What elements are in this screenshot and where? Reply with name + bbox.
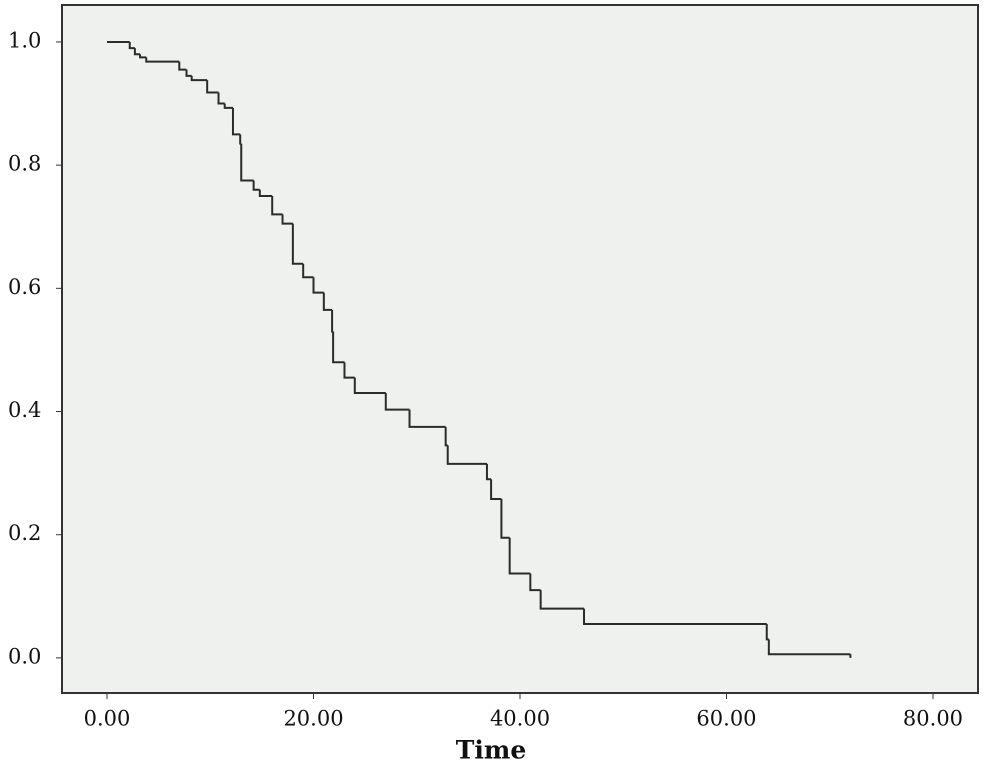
y-tick-label: 0.6 — [8, 275, 41, 299]
survival-step — [343, 362, 355, 379]
survival-step — [539, 590, 585, 610]
survival-step — [331, 309, 334, 333]
y-tick-label: 0.0 — [8, 644, 41, 668]
survival-step — [446, 445, 487, 465]
survival-step — [500, 498, 510, 539]
survival-step — [529, 573, 541, 592]
survival-step — [252, 180, 260, 191]
survival-step — [767, 639, 851, 656]
y-tick-label: 0.2 — [8, 521, 41, 545]
survival-step — [490, 479, 502, 500]
survival-step — [258, 189, 273, 197]
survival-step — [384, 393, 410, 411]
survival-step — [508, 537, 531, 575]
survival-step — [583, 608, 767, 626]
survival-step — [178, 61, 187, 71]
x-axis-label: Time — [456, 736, 526, 765]
survival-step — [239, 134, 242, 145]
x-tick-label: 80.00 — [903, 707, 963, 731]
survival-step — [291, 223, 304, 265]
survival-step — [145, 57, 180, 63]
y-tick-label: 1.0 — [8, 28, 41, 52]
x-tick-label: 40.00 — [490, 707, 550, 731]
survival-step — [322, 292, 333, 311]
survival-step — [206, 80, 219, 94]
survival-step — [190, 75, 208, 82]
x-tick-label: 0.00 — [84, 707, 131, 731]
survival-step — [133, 48, 141, 56]
survival-step — [128, 41, 135, 50]
survival-step — [485, 463, 492, 481]
x-tick-label: 60.00 — [696, 707, 756, 731]
plot-area — [61, 4, 979, 694]
survival-step — [408, 409, 446, 428]
survival-step — [302, 263, 314, 279]
survival-step — [240, 143, 254, 182]
survival-step — [139, 54, 147, 59]
survival-step — [231, 107, 241, 136]
survival-step — [185, 69, 192, 77]
y-tick-label: 0.8 — [8, 152, 41, 176]
survival-step — [281, 214, 293, 225]
survival-step — [223, 103, 233, 109]
y-tick-label: 0.4 — [8, 398, 41, 422]
survival-step — [332, 331, 345, 364]
survival-step — [312, 277, 324, 294]
survival-step — [271, 195, 283, 216]
survival-step — [217, 92, 225, 105]
x-tick-label: 20.00 — [283, 707, 343, 731]
survival-step — [353, 377, 386, 395]
